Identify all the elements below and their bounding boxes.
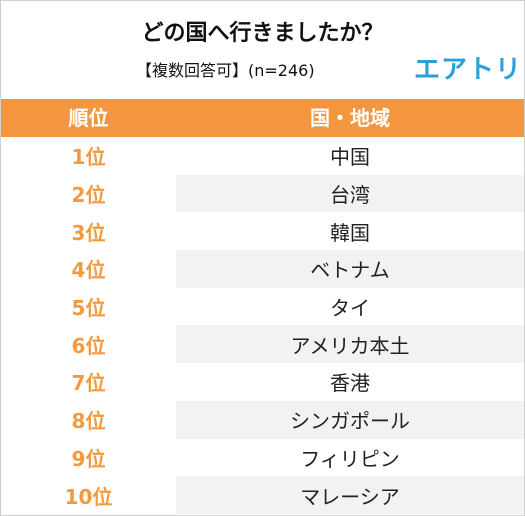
country-cell: 香港 [330,371,370,396]
column-header-country: 国・地域 [310,106,390,130]
rank-cell: 1位 [71,145,106,170]
rank-cell: 10位 [64,484,113,509]
column-header-rank: 順位 [68,106,109,130]
page-title: どの国へ行きましたか？ [141,21,384,46]
table-row: 1位 中国 [1,137,524,175]
table-row: 4位 ベトナム [1,250,524,288]
header: どの国へ行きましたか？ 【複数回答可】(n=246) エアトリ [1,1,524,99]
rank-cell: 8位 [71,409,106,434]
table-row: 5位 タイ [1,288,524,326]
rank-cell: 9位 [71,446,106,471]
rank-cell: 7位 [71,371,106,396]
table-row: 7位 香港 [1,363,524,401]
table-row: 8位 シンガポール [1,400,524,439]
table-row: 6位 アメリカ本土 [1,325,524,364]
country-cell: アメリカ本土 [176,325,524,364]
table-row: 2位 台湾 [1,174,524,213]
country-cell: 台湾 [176,174,524,213]
table-row: 10位 マレーシア [1,476,524,514]
country-cell: 韓国 [330,220,370,245]
table-header: 順位 国・地域 [1,99,524,137]
rank-cell: 4位 [71,258,106,283]
subtitle: 【複数回答可】(n=246) [136,61,315,80]
rank-cell: 2位 [71,183,106,208]
country-cell: タイ [330,296,370,321]
country-cell: フィリピン [300,446,400,471]
table-row: 9位 フィリピン [1,439,524,477]
country-cell: ベトナム [176,250,524,288]
country-cell: 中国 [330,145,370,170]
country-cell: マレーシア [176,476,524,514]
rank-cell: 3位 [71,220,106,245]
rank-cell: 6位 [71,333,106,358]
table-row: 3位 韓国 [1,212,524,250]
table-body: 1位 中国 2位 台湾 3位 韓国 4位 ベトナム 5位 タイ 6位 アメリカ本… [1,137,524,514]
rank-cell: 5位 [71,296,106,321]
brand-logo: エアトリ [414,55,523,85]
country-cell: シンガポール [176,400,524,439]
